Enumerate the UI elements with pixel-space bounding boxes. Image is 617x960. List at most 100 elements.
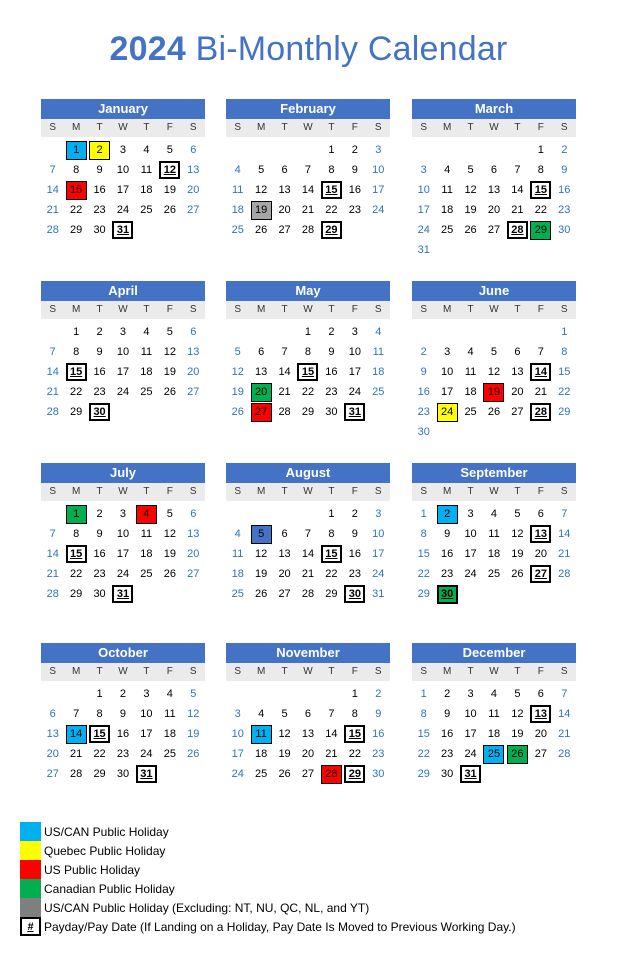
weekday-label: M [256,666,266,677]
day-cell: 29 [417,768,430,780]
day-cell: 14 [301,548,315,560]
month-header: November [226,643,390,663]
day-cell: 15 [417,728,430,740]
day-cell: 28 [558,748,571,760]
day-cell: 2 [420,346,427,358]
month-header: March [412,99,576,119]
weekday-label: S [49,666,57,677]
payday-cell: 28 [506,220,529,240]
day-cell: 22 [348,748,361,760]
day-cell: 11 [488,528,500,540]
day-cell: 18 [487,548,501,560]
legend-label: US/CAN Public Holiday [44,824,169,839]
day-cell: 17 [116,548,130,560]
day-cell: 7 [49,346,56,358]
day-cell: 13 [46,728,59,740]
day-cell: 3 [444,346,451,358]
day-cell: 23 [325,386,338,398]
day-cell: 22 [325,568,338,580]
day-cell: 30 [441,768,454,780]
day-cell: 24 [116,568,130,580]
day-cell: 20 [511,386,524,398]
day-cell: 17 [372,184,385,196]
day-cell: 10 [464,708,477,720]
day-cell: 12 [163,346,176,358]
day-cell: 23 [372,748,385,760]
empty-cell [226,504,249,524]
day-cell: 12 [255,184,268,196]
weekday-label: S [374,304,382,315]
day-cell: 10 [417,184,430,196]
day-cell: 25 [372,386,385,398]
weekday-label: W [489,304,499,315]
day-cell: 8 [73,346,80,358]
day-cell: 14 [558,708,571,720]
weekday-label: S [189,486,197,497]
weekday-label: T [467,304,474,315]
day-cell: 17 [372,548,385,560]
weekday-label: T [467,666,474,677]
month-june: June S M T W T F S 1 2 3 4 5 6 7 8 9 10 11 12 13 14 15 16 17 18 19… [412,281,576,442]
day-cell: 7 [328,708,335,720]
day-cell: 20 [278,204,291,216]
day-cell: 14 [46,184,59,196]
weekday-label: S [374,666,382,677]
day-cell: 10 [140,708,153,720]
day-cell: 6 [190,144,197,156]
holiday-cell: 28 [320,764,343,784]
legend-swatch: # [20,917,41,936]
day-cell: 16 [93,184,106,196]
day-cell: 26 [487,406,501,418]
day-cell: 7 [49,164,56,176]
weekday-label: T [281,304,288,315]
day-cell: 16 [558,184,571,196]
empty-cell [226,684,249,704]
day-cell: 7 [561,508,568,520]
day-cell: 12 [511,708,524,720]
legend-swatch [20,860,41,879]
weekday-label: T [96,122,103,133]
day-cell: 25 [464,406,477,418]
day-cell: 14 [325,728,338,740]
weekday-label: S [49,122,57,133]
day-cell: 13 [255,366,268,378]
day-cell: 11 [140,346,153,358]
weekday-label: M [442,122,452,133]
weekday-label: T [96,486,103,497]
month-october: October S M T W T F S 1 2 3 4 5 6 7 8 9 10 11 12 13 14 15 16 17 1… [41,643,205,784]
day-cell: 16 [348,184,361,196]
legend-item: US/CAN Public Holiday [20,822,610,841]
day-cell: 17 [441,386,454,398]
day-cell: 29 [558,406,571,418]
day-cell: 28 [46,224,59,236]
day-cell: 18 [487,728,501,740]
day-cell: 25 [487,568,501,580]
day-cell: 10 [116,528,130,540]
day-cell: 24 [116,386,130,398]
day-cell: 21 [46,386,59,398]
day-cell: 4 [490,508,498,520]
day-cell: 9 [351,164,358,176]
day-cell: 11 [232,548,244,560]
day-cell: 7 [304,528,312,540]
day-cell: 11 [441,184,453,196]
day-cell: 25 [255,768,268,780]
day-cell: 28 [46,588,59,600]
day-cell: 4 [375,326,382,338]
day-cell: 9 [561,164,568,176]
weekday-label: M [71,486,81,497]
day-cell: 29 [417,588,430,600]
day-cell: 23 [441,568,454,580]
empty-cell [273,322,296,342]
day-cell: 22 [325,204,338,216]
weekday-label: F [351,666,358,677]
day-cell: 29 [325,588,338,600]
day-cell: 3 [234,708,241,720]
day-cell: 12 [187,708,200,720]
day-cell: 21 [70,748,83,760]
day-cell: 6 [49,708,56,720]
legend-item: US/CAN Public Holiday (Excluding: NT, NU… [20,898,610,917]
weekday-label: T [328,666,335,677]
